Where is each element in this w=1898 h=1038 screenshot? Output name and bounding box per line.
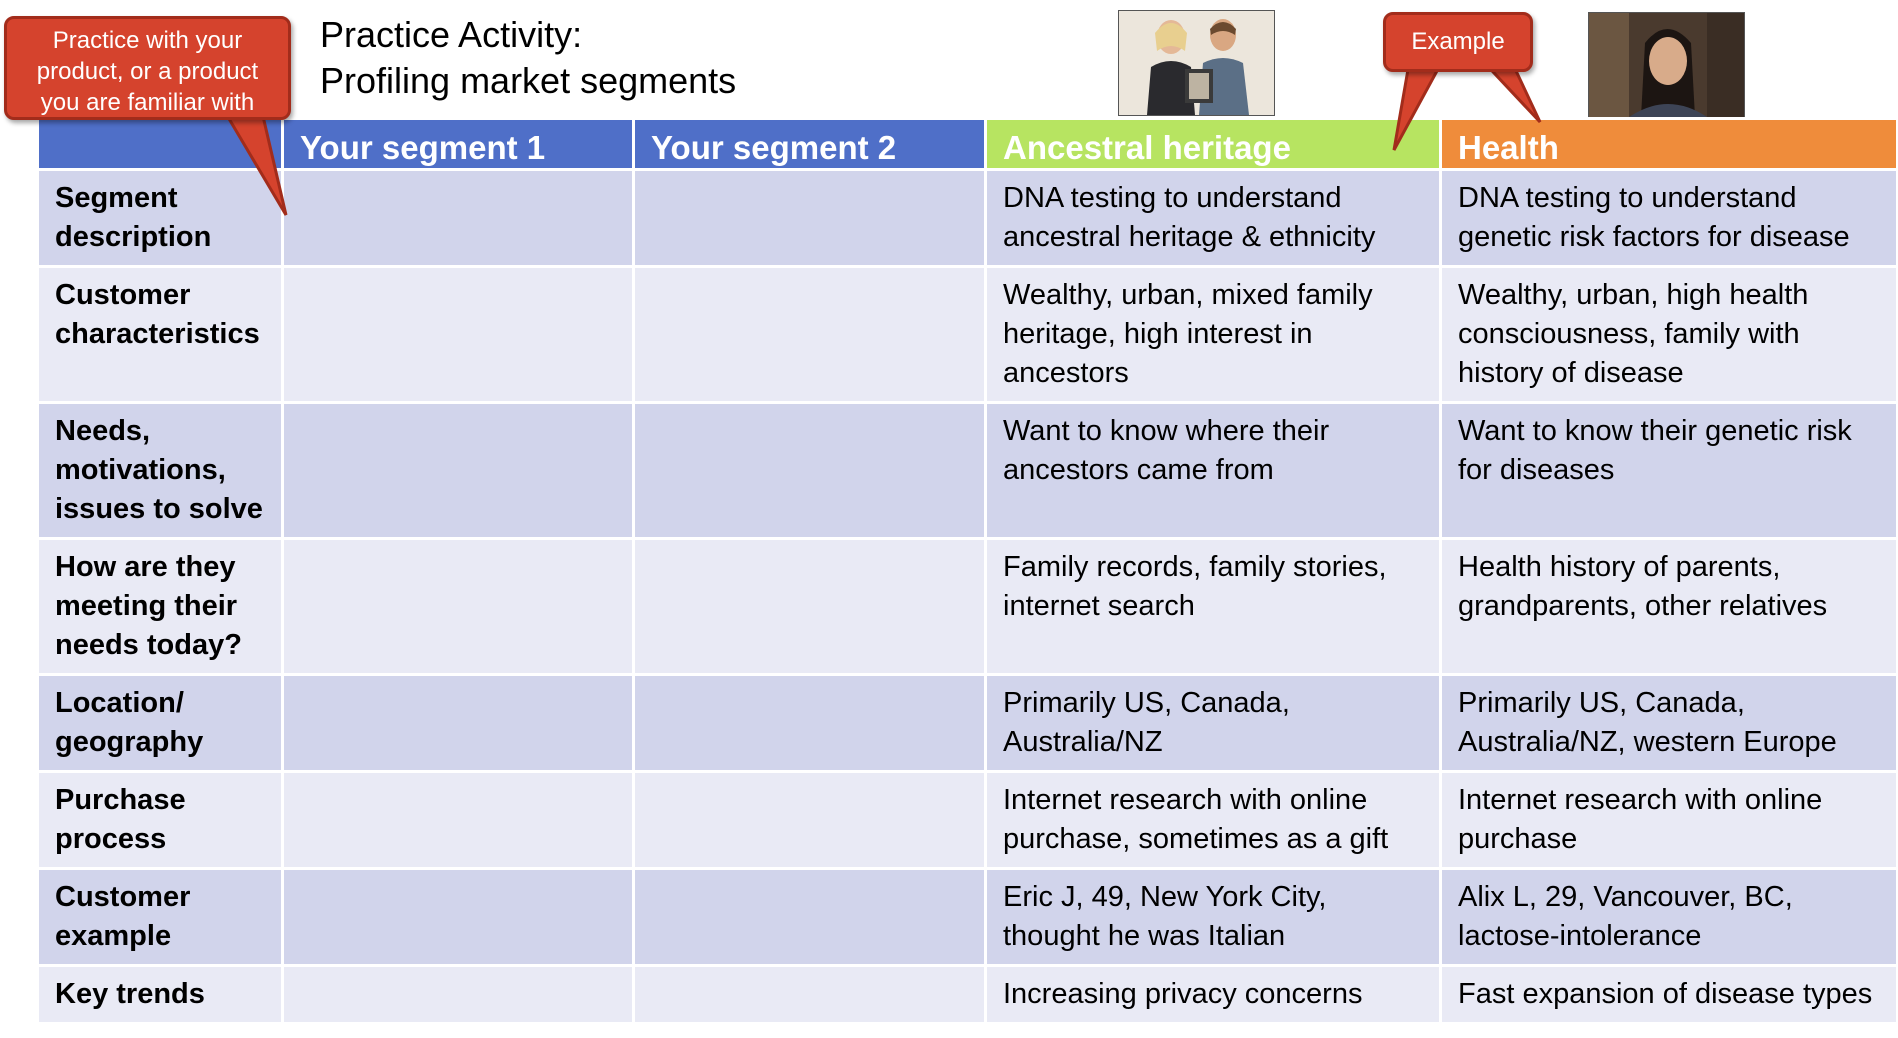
your-segment-2-cell[interactable] (632, 867, 987, 967)
ancestral-cell: Wealthy, urban, mixed family heritage, h… (984, 265, 1442, 404)
couple-photo-image (1119, 11, 1274, 115)
your-segment-2-cell[interactable] (632, 673, 987, 773)
your-segment-2-cell[interactable] (632, 401, 987, 540)
row-label: Customer example (36, 867, 284, 967)
your-segment-2-cell[interactable] (632, 964, 987, 1025)
health-cell: Fast expansion of disease types (1439, 964, 1898, 1025)
table-row: Key trends Increasing privacy concerns F… (36, 964, 1898, 1025)
health-cell: Want to know their genetic risk for dise… (1439, 401, 1898, 540)
table-row: Customer characteristics Wealthy, urban,… (36, 265, 1898, 404)
table-row: Needs, motivations, issues to solve Want… (36, 401, 1898, 540)
example-callout: Example (1383, 12, 1533, 72)
header-your-segment-2: Your segment 2 (632, 117, 987, 171)
ancestral-cell: Primarily US, Canada, Australia/NZ (984, 673, 1442, 773)
row-label: Customer characteristics (36, 265, 284, 404)
table-row: How are they meeting their needs today? … (36, 537, 1898, 676)
health-cell: DNA testing to understand genetic risk f… (1439, 168, 1898, 268)
your-segment-2-cell[interactable] (632, 265, 987, 404)
your-segment-2-cell[interactable] (632, 770, 987, 870)
row-label: Key trends (36, 964, 284, 1025)
title-line-2: Profiling market segments (320, 60, 737, 101)
your-segment-1-cell[interactable] (281, 168, 635, 268)
health-cell: Alix L, 29, Vancouver, BC, lactose-intol… (1439, 867, 1898, 967)
callout-pointers (222, 56, 1542, 216)
header-health: Health (1439, 117, 1898, 171)
ancestral-cell: Want to know where their ancestors came … (984, 401, 1442, 540)
couple-photo (1118, 10, 1275, 116)
practice-callout-line-3: you are familiar with (40, 89, 255, 116)
practice-callout-line-2: product, or a product (36, 58, 259, 85)
your-segment-1-cell[interactable] (281, 537, 635, 676)
table-row: Customer example Eric J, 49, New York Ci… (36, 867, 1898, 967)
ancestral-cell: Increasing privacy concerns (984, 964, 1442, 1025)
woman-photo-image (1589, 13, 1744, 117)
your-segment-1-cell[interactable] (281, 265, 635, 404)
ancestral-cell: Family records, family stories, internet… (984, 537, 1442, 676)
health-cell: Primarily US, Canada, Australia/NZ, west… (1439, 673, 1898, 773)
title-line-1: Practice Activity: (320, 14, 583, 55)
table-row: Purchase process Internet research with … (36, 770, 1898, 870)
your-segment-1-cell[interactable] (281, 673, 635, 773)
health-cell: Wealthy, urban, high health consciousnes… (1439, 265, 1898, 404)
your-segment-1-cell[interactable] (281, 964, 635, 1025)
woman-photo (1588, 12, 1745, 118)
practice-callout-line-1: Practice with your (52, 27, 243, 54)
table-row: Location/ geography Primarily US, Canada… (36, 673, 1898, 773)
row-label: Segment description (36, 168, 284, 268)
segment-table: Your segment 1 Your segment 2 Ancestral … (36, 117, 1898, 1025)
ancestral-cell: DNA testing to understand ancestral heri… (984, 168, 1442, 268)
header-ancestral-heritage: Ancestral heritage (984, 117, 1442, 171)
your-segment-2-cell[interactable] (632, 537, 987, 676)
your-segment-2-cell[interactable] (632, 168, 987, 268)
your-segment-1-cell[interactable] (281, 401, 635, 540)
row-label: Needs, motivations, issues to solve (36, 401, 284, 540)
ancestral-cell: Internet research with online purchase, … (984, 770, 1442, 870)
row-label: How are they meeting their needs today? (36, 537, 284, 676)
practice-callout: Practice with your product, or a product… (4, 16, 291, 120)
table-header-row: Your segment 1 Your segment 2 Ancestral … (36, 117, 1898, 171)
header-your-segment-1: Your segment 1 (281, 117, 635, 171)
health-cell: Health history of parents, grandparents,… (1439, 537, 1898, 676)
slide-title: Practice Activity: Profiling market segm… (320, 12, 736, 104)
your-segment-1-cell[interactable] (281, 867, 635, 967)
your-segment-1-cell[interactable] (281, 770, 635, 870)
row-label: Purchase process (36, 770, 284, 870)
ancestral-cell: Eric J, 49, New York City, thought he wa… (984, 867, 1442, 967)
row-label: Location/ geography (36, 673, 284, 773)
health-cell: Internet research with online purchase (1439, 770, 1898, 870)
practice-callout-tail (222, 110, 288, 216)
table-row: Segment description DNA testing to under… (36, 168, 1898, 268)
